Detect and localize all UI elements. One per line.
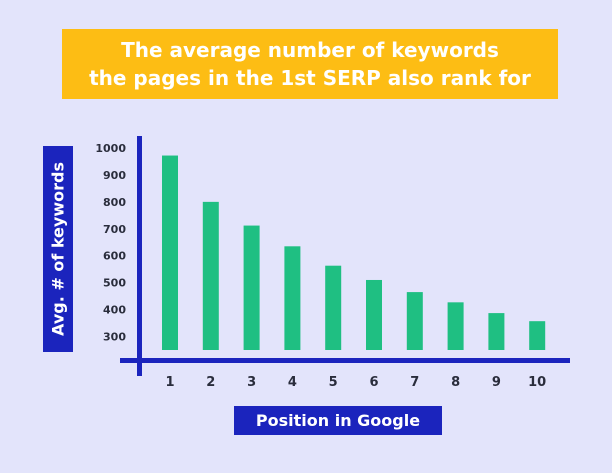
y-axis-label-box — [43, 146, 73, 352]
x-tick-label: 3 — [247, 375, 256, 390]
y-tick-label: 1000 — [95, 142, 126, 155]
bar — [162, 155, 178, 350]
bar — [325, 265, 342, 350]
x-axis-label: Position in Google — [234, 406, 442, 435]
x-tick-label: 1 — [165, 375, 174, 390]
x-axis-line — [120, 358, 570, 363]
x-tick-label: 7 — [410, 375, 419, 390]
bar — [284, 246, 301, 350]
chart-title-line-1: The average number of keywords — [121, 38, 499, 62]
bar — [243, 225, 260, 350]
x-tick-label: 2 — [206, 375, 215, 390]
bar — [202, 201, 219, 350]
y-tick-label: 600 — [103, 250, 126, 263]
x-tick-label: 6 — [369, 375, 378, 390]
bar — [366, 279, 382, 350]
y-tick-label: 900 — [103, 169, 126, 182]
y-tick-label: 800 — [103, 196, 126, 209]
chart-title-line-2: the pages in the 1st SERP also rank for — [89, 66, 531, 90]
x-tick-label: 4 — [288, 375, 297, 390]
bar — [447, 302, 464, 350]
x-tick-label: 5 — [329, 375, 338, 390]
x-tick-label: 9 — [492, 375, 501, 390]
y-tick-label: 500 — [103, 277, 126, 290]
bar — [406, 292, 423, 350]
chart-title: The average number of keywords the pages… — [62, 29, 558, 99]
x-tick-label: 8 — [451, 375, 460, 390]
x-tick-label: 10 — [528, 375, 546, 390]
bar — [488, 313, 505, 350]
bar — [529, 321, 546, 350]
y-axis-line — [137, 136, 142, 376]
y-tick-label: 400 — [103, 304, 126, 317]
y-tick-label: 300 — [103, 331, 126, 344]
y-tick-label: 700 — [103, 223, 126, 236]
